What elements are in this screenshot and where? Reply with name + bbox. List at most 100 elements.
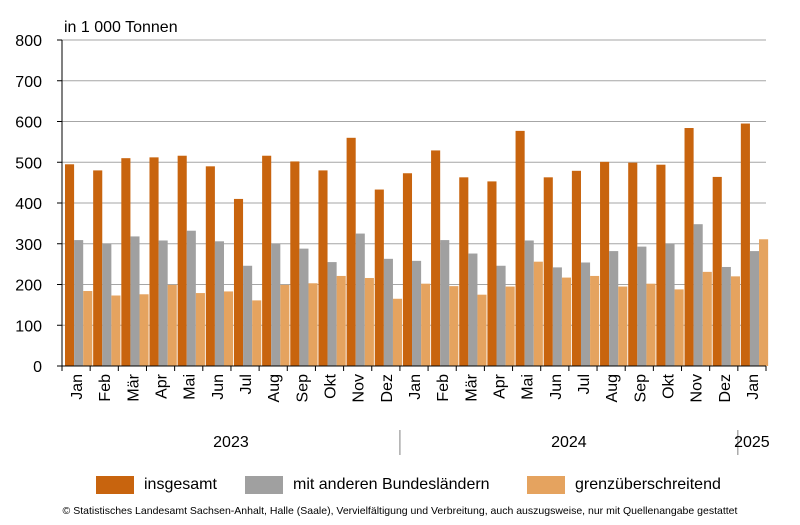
legend-swatch-grenz [527,476,565,494]
legend-item-grenz: grenzüberschreitend [527,476,721,494]
legend-swatch-insgesamt [96,476,134,494]
bar-bundeslaender [721,266,731,366]
bar-insgesamt [543,177,553,366]
x-tick-label: Okt [660,373,677,398]
y-tick-label: 700 [15,74,42,91]
x-tick-label: Jul [576,374,593,394]
bar-grenz [561,277,572,366]
bar-grenz [139,294,149,366]
copyright-footer: © Statistisches Landesamt Sachsen-Anhalt… [62,505,738,517]
bar-grenz [167,284,177,366]
bar-grenz [336,275,346,366]
bar-bundeslaender [74,240,84,366]
bar-grenz [83,291,93,366]
bar-grenz [533,261,543,366]
x-tick-label: Dez [717,374,734,402]
bar-grenz [618,286,628,366]
bar-bundeslaender [130,236,140,366]
x-tick-label: Aug [604,374,621,402]
bar-bundeslaender [468,253,478,366]
x-tick-label: Jan [745,374,762,400]
year-label: 2024 [551,434,587,451]
bar-bundeslaender [693,224,703,366]
x-tick-label: Mai [520,374,537,400]
bar-bundeslaender [496,265,506,366]
bar-insgesamt [459,177,469,366]
bar-grenz [392,298,403,366]
bar-insgesamt [571,170,581,366]
x-tick-label: Mär [125,373,142,401]
bar-insgesamt [149,157,159,366]
x-tick-label: Feb [435,374,452,402]
year-labels: 2023 2024 2025 [213,434,770,451]
x-tick-label: Jul [238,374,255,394]
legend-label-bundeslaender: mit anderen Bundesländern [293,476,490,493]
x-tick-labels: Jan Feb Mär Apr Mai Jun Jul Aug Sep Okt Nov Dez Jan F… [69,373,762,402]
bar-bundeslaender [412,260,422,366]
bar-bundeslaender [383,258,393,366]
bar-insgesamt [684,128,694,366]
bar-insgesamt [233,198,244,366]
bars [65,123,769,366]
bar-insgesamt [205,166,215,366]
bar-bundeslaender [609,251,619,366]
bar-grenz [730,276,740,366]
bar-insgesamt [515,130,525,366]
bar-grenz [111,295,121,366]
bar-grenz [674,289,684,366]
bar-bundeslaender [637,246,647,366]
bar-grenz [421,283,431,366]
x-tick-label: Jan [69,374,86,400]
bar-insgesamt [93,170,103,366]
x-tick-label: Nov [689,374,706,402]
bar-insgesamt [374,189,384,366]
bar-bundeslaender [665,243,675,366]
unit-label: in 1 000 Tonnen [64,19,178,36]
x-tick-label: Jun [548,374,565,400]
x-tick-label: Okt [323,373,340,398]
bar-grenz [477,294,487,366]
bar-insgesamt [65,164,75,366]
bar-grenz [505,286,515,366]
bar-grenz [449,286,459,366]
legend-label-insgesamt: insgesamt [144,476,217,493]
x-tick-label: Apr [154,373,171,399]
bar-insgesamt [290,161,300,366]
bar-insgesamt [740,123,750,366]
bar-grenz [280,284,290,366]
x-tick-label: Mai [182,374,199,400]
y-tick-label: 600 [15,115,42,132]
bar-grenz [195,293,205,366]
bar-grenz [759,239,769,366]
bar-bundeslaender [214,241,224,366]
x-tick-label: Aug [266,374,283,402]
bar-bundeslaender [580,262,591,366]
bar-insgesamt [431,150,441,366]
bar-grenz [308,283,318,366]
x-tick-label: Sep [632,374,649,403]
bar-bundeslaender [552,267,562,366]
bar-chart: 0 100 200 300 400 500 600 700 800 Jan Feb Mär Apr Ma… [15,33,770,455]
bar-bundeslaender [440,240,450,366]
y-tick-label: 300 [15,237,42,254]
bar-insgesamt [628,162,638,366]
bar-bundeslaender [749,251,760,366]
bar-bundeslaender [243,265,253,366]
bar-grenz [590,275,600,366]
y-tick-label: 800 [15,33,42,50]
x-tick-label: Nov [351,374,368,402]
bar-insgesamt [318,170,328,366]
bar-bundeslaender [524,240,534,366]
bar-insgesamt [656,164,666,366]
bar-bundeslaender [299,248,309,366]
bar-insgesamt [262,155,272,366]
x-tick-label: Jan [407,374,424,400]
bar-insgesamt [600,161,610,366]
bar-grenz [252,300,262,366]
bar-insgesamt [712,176,722,366]
x-tick-label: Jun [210,374,227,400]
bar-bundeslaender [327,262,337,366]
bar-grenz [224,291,234,366]
bar-insgesamt [487,181,497,366]
x-tick-label: Apr [491,373,508,399]
